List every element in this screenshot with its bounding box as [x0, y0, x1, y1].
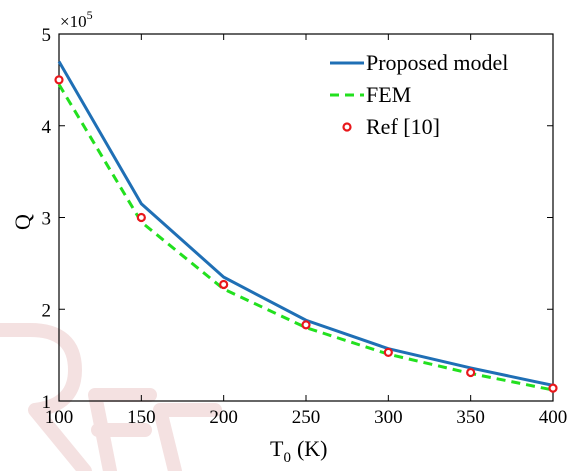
series-point-ref10: [136, 212, 146, 223]
y-multiplier-exp: 5: [87, 8, 93, 22]
y-tick-label: 4: [42, 117, 52, 138]
series-point-ref10: [301, 320, 311, 330]
y-tick-label: 5: [42, 25, 52, 46]
x-axis-label-unit: (K): [297, 436, 328, 461]
y-tick-label: 1: [42, 392, 52, 413]
axis-ticks: 100 150 200 250 300 350 400 1 2 3 4 5: [42, 25, 568, 428]
watermark: [0, 323, 222, 471]
y-multiplier: ×105: [60, 8, 93, 31]
x-tick-label: 350: [456, 407, 485, 428]
series-point-ref10: [466, 367, 476, 378]
x-tick-label: 250: [292, 407, 321, 428]
legend-label-proposed: Proposed model: [366, 50, 508, 75]
series-point-ref10: [219, 279, 229, 290]
x-tick-label: 200: [209, 407, 238, 428]
series-line-fem: [57, 83, 554, 392]
x-tick-label: 150: [127, 407, 156, 428]
x-tick-label: 100: [45, 407, 74, 428]
legend: Proposed model FEM Ref [10]: [330, 50, 508, 139]
series-layer: [54, 60, 558, 393]
series-point-ref10: [54, 75, 64, 85]
x-axis-label-main: T: [270, 436, 284, 461]
y-multiplier-base: ×10: [60, 12, 87, 31]
x-tick-label: 300: [374, 407, 403, 428]
series-point-ref10: [548, 383, 558, 393]
y-axis-label: Q: [10, 214, 35, 230]
legend-label-ref: Ref [10]: [366, 114, 440, 139]
plot-area: [58, 33, 554, 402]
x-tick-label: 400: [539, 407, 568, 428]
x-axis-label-sub: 0: [283, 450, 291, 466]
y-tick-label: 2: [42, 300, 52, 321]
legend-marker-ref: [342, 122, 352, 132]
legend-label-fem: FEM: [366, 82, 411, 107]
series-line-proposed-model: [57, 60, 554, 387]
y-tick-label: 3: [42, 209, 52, 230]
x-axis-label: T0 (K): [270, 436, 328, 466]
series-point-ref10: [383, 347, 393, 357]
